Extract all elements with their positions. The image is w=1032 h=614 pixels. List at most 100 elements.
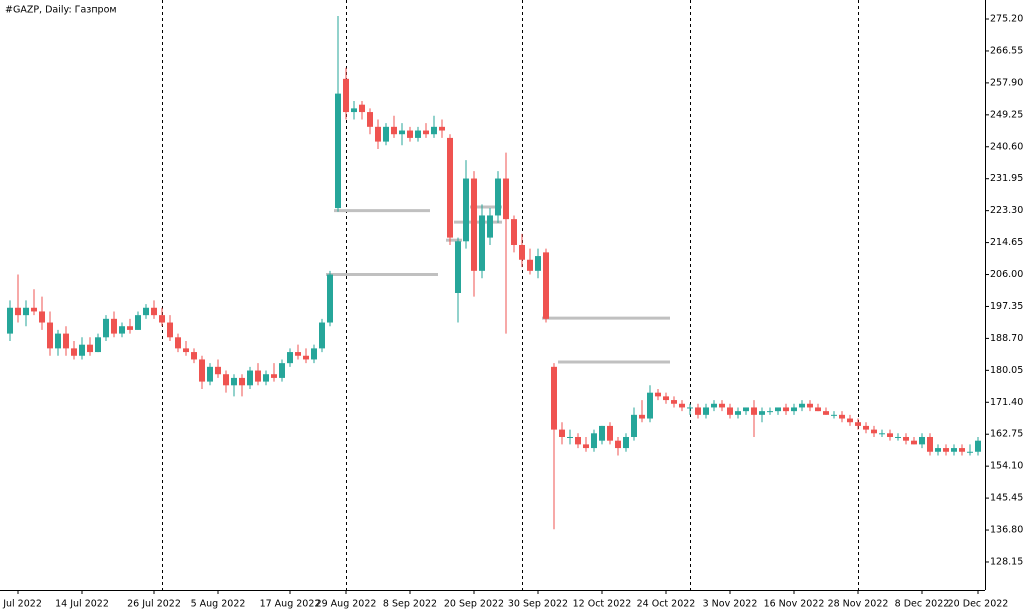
candle-body [911,440,917,445]
chart-title: #GAZP, Daily: Газпром [5,5,117,16]
candle-body [959,448,965,452]
y-tick-label: 145.45 [990,493,1023,504]
candle-body [663,396,669,401]
candle-body [615,440,621,449]
candle-body [759,411,765,415]
candle-body [103,318,109,338]
y-tick-label: 214.65 [990,237,1023,248]
candle-body [359,104,365,113]
candle-body [879,433,885,435]
candle-body [943,448,949,452]
y-tick-label: 257.90 [990,77,1023,88]
candle-body [783,407,789,412]
candle-body [871,429,877,434]
x-tick-label: 14 Jul 2022 [55,599,109,610]
candle-body [559,429,565,437]
x-tick-label: 28 Nov 2022 [828,599,889,610]
plot-area [7,0,981,590]
candle-body [839,414,845,419]
candle-body [967,451,973,453]
candle-body [799,403,805,408]
candle-body [487,215,493,238]
y-tick-label: 231.95 [990,173,1023,184]
candle-body [447,137,453,238]
candle-body [751,407,757,415]
candle-body [95,337,101,353]
candle-body [111,318,117,334]
candle-body [815,407,821,412]
y-tick-label: 275.20 [990,14,1023,25]
candle-body [607,425,613,441]
y-tick-label: 206.00 [990,269,1023,280]
candle-body [551,366,557,430]
y-tick-label: 154.10 [990,461,1023,472]
candle-body [207,366,213,382]
candle-body [159,315,165,323]
candle-body [503,178,509,220]
x-tick-label: 3 Nov 2022 [703,599,758,610]
candle-body [719,403,725,408]
candle-body [775,407,781,412]
candle-body [511,219,517,245]
candle-body [791,407,797,412]
candle-body [847,418,853,423]
candle-body [471,178,477,271]
candle-body [583,444,589,449]
candle-body [391,126,397,135]
candle-body [575,436,581,445]
candle-body [175,337,181,349]
candle-body [39,311,45,323]
candle-body [383,126,389,142]
candle-body [335,93,341,209]
candle-body [143,307,149,316]
candle-body [191,352,197,360]
candle-body [423,130,429,135]
candle-body [287,352,293,364]
candle-body [975,440,981,452]
y-tick-label: 162.75 [990,429,1023,440]
candle-body [399,130,405,135]
candle-body [599,425,605,441]
candle-body [255,370,261,382]
candle-body [239,377,245,386]
candle-body [735,411,741,415]
candle-body [151,307,157,316]
candle-body [215,366,221,375]
candle-body [327,274,333,323]
x-tick-label: 4 Jul 2022 [0,599,42,610]
x-tick-label: 30 Sep 2022 [508,599,568,610]
y-tick-label: 223.30 [990,205,1023,216]
x-tick-label: 12 Oct 2022 [573,599,632,610]
candle-body [743,407,749,412]
candle-body [887,433,893,437]
candle-body [831,414,837,416]
candle-body [895,436,901,438]
candle-body [935,448,941,452]
y-tick-label: 197.35 [990,301,1023,312]
x-tick-label: 16 Nov 2022 [764,599,825,610]
candle-body [351,108,357,113]
candle-body [527,259,533,271]
candle-body [479,215,485,271]
candle-body [367,112,373,127]
candle-body [79,344,85,356]
candle-body [271,374,277,378]
candle-body [671,400,677,404]
candle-body [519,244,525,260]
candle-body [623,436,629,449]
y-tick-label: 136.80 [990,525,1023,536]
candle-body [47,322,53,349]
candle-body [591,433,597,449]
candle-body [415,130,421,138]
candle-body [311,348,317,360]
candle-body [183,348,189,353]
candle-body [31,307,37,312]
candle-body [407,130,413,138]
candle-body [687,407,693,409]
y-tick-label: 240.60 [990,141,1023,152]
candle-body [431,126,437,135]
candle-body [807,403,813,408]
candle-body [639,414,645,419]
candle-body [703,407,709,415]
